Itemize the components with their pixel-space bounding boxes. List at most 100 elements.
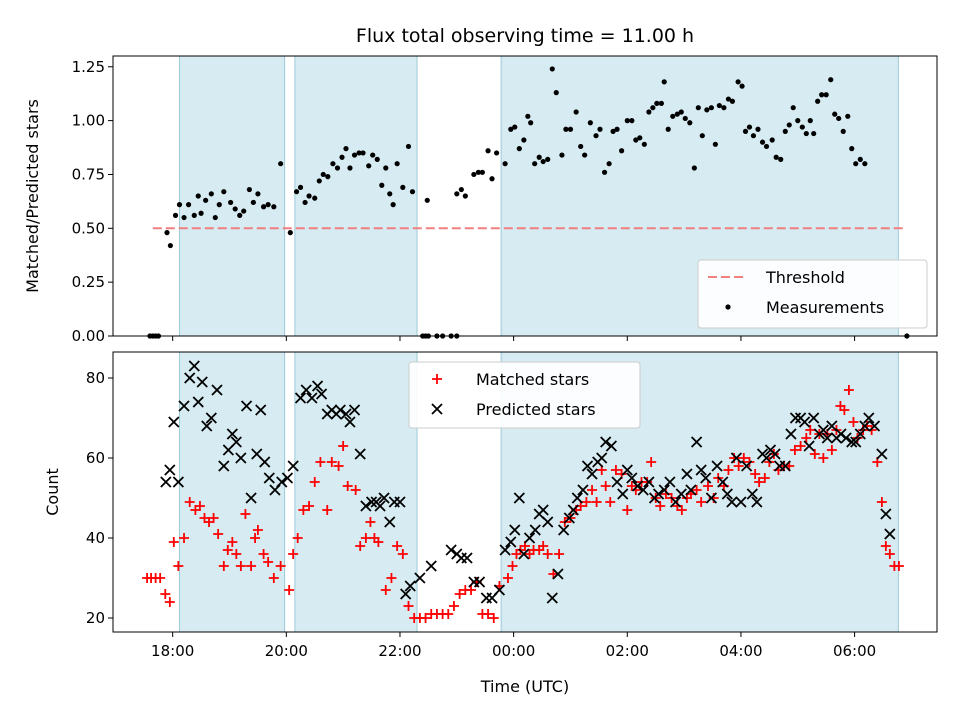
predicted-stars-point <box>164 464 176 476</box>
matched-stars-point <box>222 545 233 555</box>
measurement-point <box>742 128 749 134</box>
measurement-point <box>567 126 574 132</box>
predicted-stars-point <box>537 504 549 516</box>
matched-stars-point <box>168 537 179 547</box>
measurement-point <box>614 126 620 132</box>
measurement-point <box>232 206 238 212</box>
measurement-point <box>316 178 322 184</box>
predicted-stars-point <box>259 456 271 468</box>
predicted-stars-point <box>178 400 190 412</box>
ratio-y-tick-label: 1.25 <box>72 58 105 76</box>
predicted-stars-point <box>721 488 733 500</box>
matched-stars-point <box>322 505 333 515</box>
predicted-stars-point <box>581 460 594 472</box>
predicted-stars-point <box>414 572 426 584</box>
predicted-stars-point <box>334 404 346 416</box>
measurement-point <box>769 137 775 143</box>
measurement-point <box>271 204 277 210</box>
predicted-stars-point <box>868 420 881 432</box>
matched-stars-point <box>350 485 361 495</box>
matched-stars-point <box>809 449 820 459</box>
ratio-y-tick-label: 0.25 <box>72 273 105 291</box>
predicted-stars-point <box>493 584 506 596</box>
predicted-stars-point <box>850 436 862 448</box>
measurement-point <box>704 107 710 113</box>
matched-stars-point <box>164 597 175 607</box>
measurement-point <box>597 126 603 132</box>
predicted-stars-point <box>664 476 676 488</box>
measurement-point <box>221 189 227 195</box>
measurement-point <box>462 193 468 199</box>
measurement-point <box>360 150 366 156</box>
measurement-point <box>502 161 508 167</box>
measurement-point <box>646 109 652 115</box>
matched-stars-point <box>839 405 850 415</box>
matched-stars-point <box>655 501 666 511</box>
count-legend-box <box>408 361 641 429</box>
measurement-point <box>198 210 204 216</box>
matched-stars-point <box>587 485 598 495</box>
predicted-stars-point <box>631 480 644 492</box>
measurement-point <box>641 141 647 147</box>
x-tick-label: 00:00 <box>492 642 535 660</box>
predicted-stars-point <box>798 416 811 428</box>
measurement-point <box>803 130 809 137</box>
measurement-point <box>454 191 460 197</box>
predicted-stars-point <box>558 524 570 536</box>
predicted-stars-point <box>586 468 598 480</box>
predicted-stars-point <box>821 432 833 444</box>
predicted-stars-point <box>735 496 747 508</box>
predicted-stars-point <box>263 472 275 484</box>
x-tick-label: 22:00 <box>378 642 421 660</box>
matched-stars-point <box>502 573 513 583</box>
predicted-stars-point <box>730 452 743 464</box>
predicted-stars-point <box>700 472 712 484</box>
predicted-stars-point <box>518 548 530 560</box>
matched-stars-point <box>360 533 371 543</box>
measurement-point <box>716 102 722 109</box>
predicted-stars-point <box>196 376 208 388</box>
matched-stars-point <box>342 481 353 491</box>
matched-stars-point <box>246 561 257 571</box>
matched-stars-point <box>231 549 242 559</box>
measurement-point <box>862 161 868 167</box>
predicted-stars-point <box>617 488 629 500</box>
matched-stars-point <box>443 609 454 619</box>
count-observing-band-0 <box>178 351 286 633</box>
measurement-point <box>582 152 588 158</box>
matched-stars-point <box>759 473 770 483</box>
measurement-point <box>708 105 714 111</box>
x-tick-label: 18:00 <box>151 642 194 660</box>
measurement-point <box>185 202 192 208</box>
measurement-point <box>390 202 396 208</box>
predicted-stars-point <box>705 492 718 504</box>
predicted-stars-point <box>192 396 204 408</box>
matched-stars-point <box>288 549 299 559</box>
ratio-y-tick-label: 0.50 <box>72 219 105 237</box>
measurement-point <box>691 165 697 171</box>
measurement-point <box>725 96 732 102</box>
measurement-point <box>593 133 599 139</box>
matched-stars-point <box>173 561 184 571</box>
measurement-point <box>750 133 757 139</box>
predicted-stars-point <box>546 592 558 604</box>
measurement-point <box>521 137 527 143</box>
measurement-point <box>739 83 745 89</box>
measurement-point <box>811 130 817 137</box>
measurement-point <box>573 109 579 115</box>
count-axes-frame <box>112 351 938 633</box>
matched-stars-point <box>240 509 251 519</box>
matched-stars-point <box>600 481 611 491</box>
matched-stars-point <box>622 505 633 515</box>
predicted-stars-point <box>884 528 896 540</box>
measurement-point <box>493 150 500 156</box>
measurement-point <box>695 105 701 111</box>
predicted-stars-point <box>168 416 180 428</box>
matched-stars-point <box>213 529 224 539</box>
measurement-point <box>250 199 256 206</box>
measurement-point <box>260 204 267 210</box>
measurement-point <box>306 193 312 199</box>
predicted-stars-point <box>287 460 299 472</box>
matched-stars-point <box>646 457 657 467</box>
